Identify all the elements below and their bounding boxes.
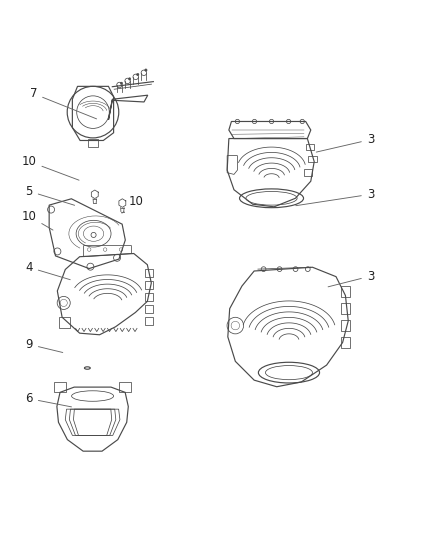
Text: 10: 10 [21, 209, 53, 230]
Text: 6: 6 [25, 392, 71, 407]
Text: 4: 4 [25, 261, 70, 280]
Text: 7: 7 [30, 87, 96, 119]
Text: 3: 3 [315, 133, 373, 152]
Text: 5: 5 [25, 185, 74, 205]
Circle shape [120, 82, 122, 85]
Text: 9: 9 [25, 338, 63, 352]
Text: 3: 3 [295, 188, 373, 206]
Circle shape [145, 69, 147, 71]
Text: 3: 3 [327, 270, 373, 287]
Text: 10: 10 [21, 155, 79, 180]
Circle shape [128, 78, 131, 80]
Circle shape [136, 73, 139, 76]
Text: 10: 10 [122, 195, 144, 213]
